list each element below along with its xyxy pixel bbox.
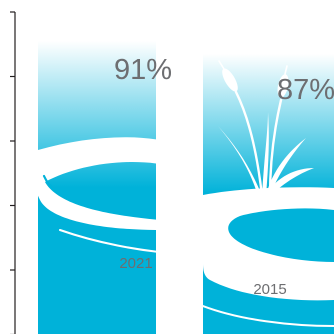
value-label-2021: 91% <box>114 54 172 86</box>
river-bend-line <box>203 230 234 263</box>
y-axis <box>10 11 16 334</box>
cattail-leaf <box>264 168 314 198</box>
bar-group-2015: 87% 2015 <box>203 53 334 334</box>
category-label-2021: 2021 <box>119 255 152 272</box>
river-wave-line <box>203 305 334 327</box>
cattail-leaf <box>218 126 262 196</box>
river-cattails-decoration-2015 <box>203 60 334 327</box>
value-label-2015: 87% <box>277 74 334 106</box>
y-axis-ticks <box>10 11 15 334</box>
cattail-leaf <box>266 138 306 196</box>
river-wave-line <box>59 229 156 253</box>
river-current-line <box>42 174 156 217</box>
lily-pad <box>287 219 305 229</box>
lily-pad <box>265 230 289 242</box>
cattail-stem <box>234 90 264 198</box>
cattail-tip <box>218 60 225 70</box>
cattail-head <box>277 74 289 98</box>
river-bank <box>203 187 334 301</box>
river-decoration-2021 <box>38 137 156 253</box>
river-bank <box>38 137 156 230</box>
category-label-2015: 2015 <box>253 281 286 298</box>
bar-2021 <box>38 40 156 334</box>
cattail-leaf <box>262 112 269 196</box>
cattail-head <box>222 68 238 92</box>
lily-pad <box>283 309 307 319</box>
cattail-tip <box>284 65 288 75</box>
bar-group-2021: 91% 2021 <box>38 40 172 334</box>
